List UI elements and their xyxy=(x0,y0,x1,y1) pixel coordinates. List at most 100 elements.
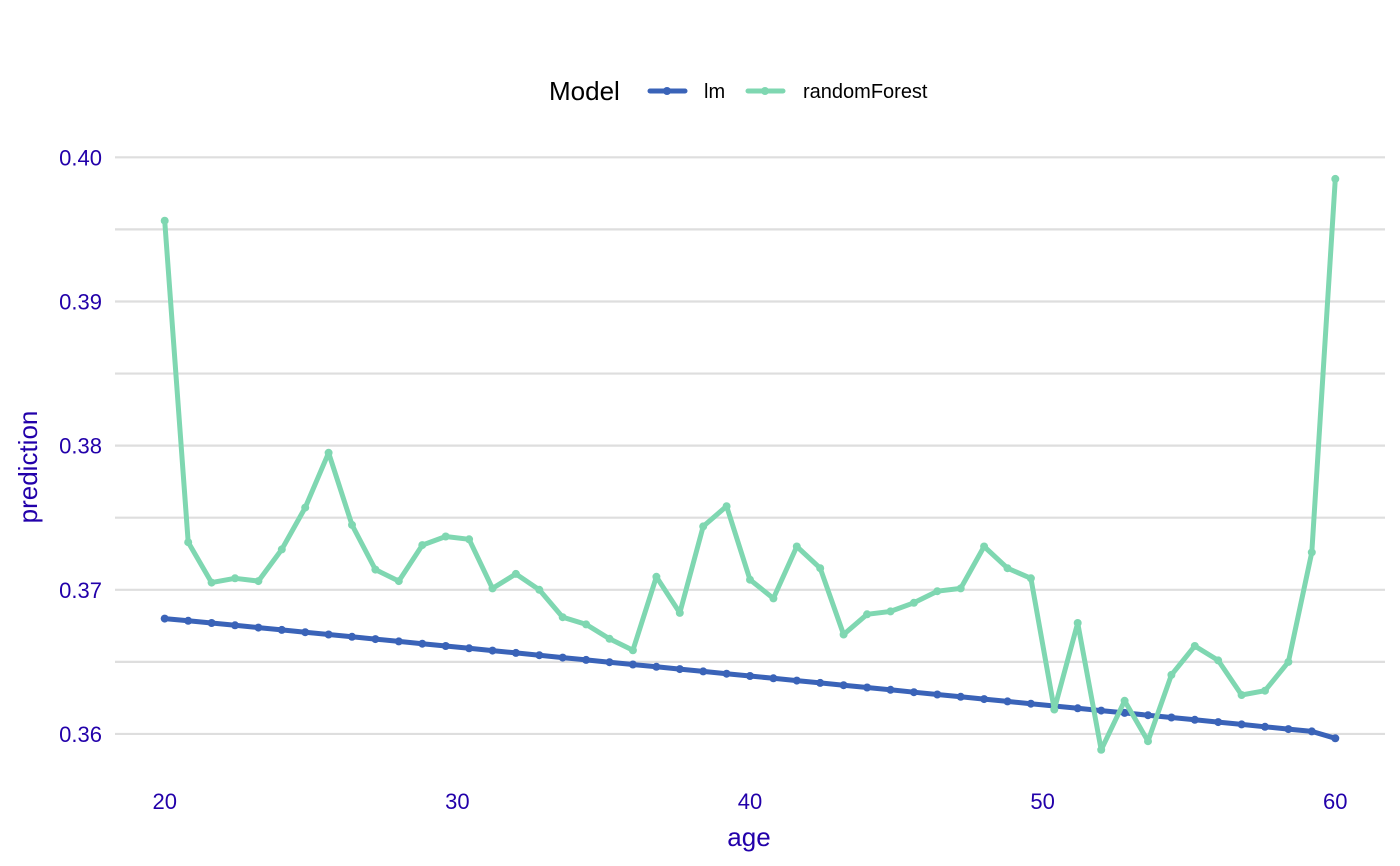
data-point-randomforest xyxy=(465,535,474,544)
data-point-lm xyxy=(980,695,989,704)
x-axis-title: age xyxy=(727,822,770,852)
legend-key-lm-dot xyxy=(663,87,671,95)
x-tick-label: 40 xyxy=(738,789,762,814)
data-point-lm xyxy=(1003,697,1012,706)
data-point-lm xyxy=(511,648,520,657)
data-point-randomforest xyxy=(254,577,263,586)
series-randomforest xyxy=(160,174,1340,754)
data-point-randomforest xyxy=(652,572,661,581)
data-point-lm xyxy=(1261,722,1269,731)
data-point-randomforest xyxy=(277,545,286,554)
data-point-randomforest xyxy=(394,577,403,586)
data-point-randomforest xyxy=(1050,705,1059,714)
data-point-randomforest xyxy=(980,542,989,551)
data-point-randomforest xyxy=(441,532,450,541)
data-point-lm xyxy=(184,616,193,625)
data-point-randomforest xyxy=(722,502,731,511)
data-point-lm xyxy=(699,667,708,676)
data-point-randomforest xyxy=(1284,657,1293,666)
data-point-lm xyxy=(886,685,895,694)
data-point-lm xyxy=(675,665,684,674)
data-point-lm xyxy=(816,678,825,687)
data-point-lm xyxy=(231,621,239,630)
data-point-randomforest xyxy=(1307,548,1316,557)
data-point-lm xyxy=(605,658,614,667)
y-axis-title: prediction xyxy=(13,411,43,524)
y-axis-ticks: 0.36 0.37 0.38 0.39 0.40 xyxy=(59,145,102,747)
data-point-randomforest xyxy=(1073,619,1082,627)
data-point-lm xyxy=(1120,708,1129,717)
data-point-lm xyxy=(1073,704,1082,713)
data-point-randomforest xyxy=(605,634,614,643)
data-point-lm xyxy=(1026,699,1035,708)
data-point-lm xyxy=(371,635,380,644)
data-point-randomforest xyxy=(324,448,333,457)
data-point-randomforest xyxy=(675,608,684,617)
data-point-lm xyxy=(301,628,310,637)
data-point-lm xyxy=(956,692,965,701)
data-point-lm xyxy=(628,660,637,669)
data-point-randomforest xyxy=(1331,174,1340,183)
data-point-lm xyxy=(348,632,356,641)
data-point-lm xyxy=(207,619,216,627)
data-point-randomforest xyxy=(418,541,427,550)
data-point-lm xyxy=(418,639,427,648)
data-point-lm xyxy=(558,653,567,662)
data-point-randomforest xyxy=(1120,696,1129,705)
y-tick-label: 0.36 xyxy=(59,722,102,747)
data-point-lm xyxy=(160,614,169,623)
data-point-lm xyxy=(1307,727,1316,736)
data-point-lm xyxy=(254,623,263,632)
data-point-randomforest xyxy=(511,569,520,578)
series-lm xyxy=(160,614,1340,743)
data-point-lm xyxy=(324,630,333,639)
data-point-randomforest xyxy=(231,574,239,583)
data-point-randomforest xyxy=(160,216,169,225)
data-point-randomforest xyxy=(839,630,848,639)
data-point-randomforest xyxy=(1003,564,1012,573)
data-point-lm xyxy=(1214,718,1223,727)
data-point-randomforest xyxy=(558,613,567,622)
data-point-lm xyxy=(1097,706,1106,715)
data-point-randomforest xyxy=(488,584,497,593)
data-point-randomforest xyxy=(535,585,544,594)
data-point-randomforest xyxy=(769,594,778,603)
data-point-lm xyxy=(1190,715,1199,724)
data-point-randomforest xyxy=(909,598,918,607)
data-point-lm xyxy=(277,625,286,634)
data-point-lm xyxy=(839,681,848,690)
data-point-randomforest xyxy=(582,620,591,629)
data-point-lm xyxy=(394,637,403,646)
y-tick-label: 0.38 xyxy=(59,434,102,459)
data-point-randomforest xyxy=(933,587,942,596)
data-point-lm xyxy=(1237,720,1246,729)
data-point-lm xyxy=(769,674,778,683)
data-point-randomforest xyxy=(1237,691,1246,699)
data-point-randomforest xyxy=(207,578,216,587)
data-point-randomforest xyxy=(1144,737,1152,746)
y-tick-label: 0.39 xyxy=(59,289,102,314)
data-point-lm xyxy=(909,688,918,697)
data-point-lm xyxy=(746,672,754,680)
data-point-randomforest xyxy=(1190,642,1199,650)
data-point-randomforest xyxy=(746,575,754,584)
grid xyxy=(115,156,1385,736)
data-point-randomforest xyxy=(1261,686,1269,695)
data-point-randomforest xyxy=(886,607,895,616)
x-tick-label: 60 xyxy=(1323,789,1347,814)
data-point-randomforest xyxy=(348,520,356,529)
data-point-randomforest xyxy=(184,538,193,547)
data-point-lm xyxy=(722,669,731,678)
data-point-randomforest xyxy=(301,503,310,512)
data-point-lm xyxy=(1144,711,1152,720)
x-tick-label: 20 xyxy=(153,789,177,814)
x-tick-label: 30 xyxy=(445,789,469,814)
data-point-randomforest xyxy=(1097,745,1106,754)
legend-key-randomforest-dot xyxy=(761,87,769,95)
x-tick-label: 50 xyxy=(1030,789,1054,814)
y-tick-label: 0.37 xyxy=(59,578,102,603)
data-point-randomforest xyxy=(1026,574,1035,583)
data-point-lm xyxy=(652,662,661,671)
series-layer xyxy=(160,174,1340,754)
